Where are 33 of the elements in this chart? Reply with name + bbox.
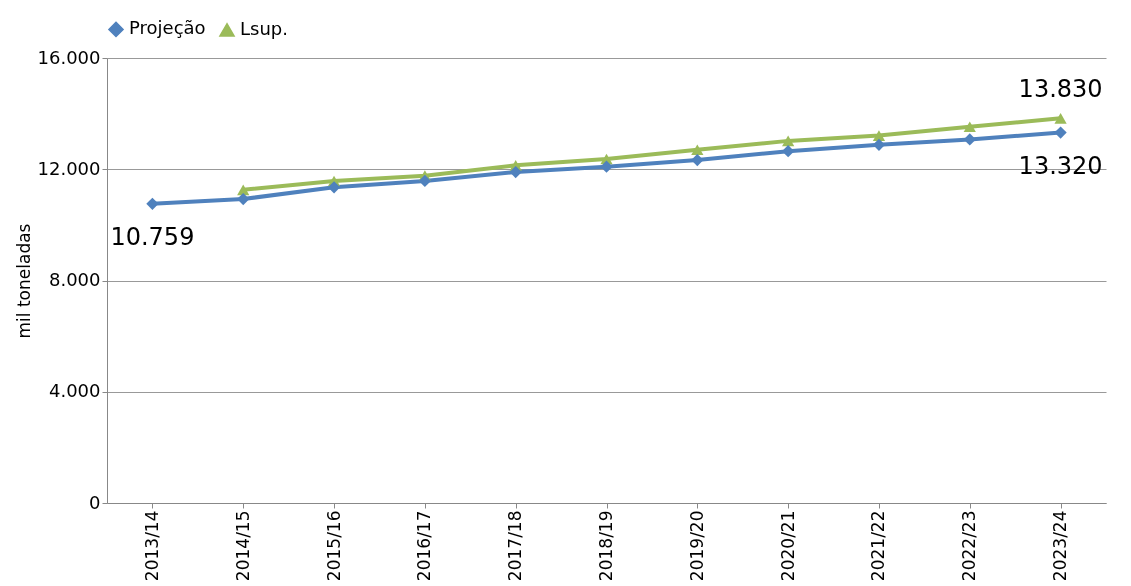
- x-tick-label: 2017/18: [505, 510, 526, 582]
- y-tick-label: 16.000: [37, 46, 101, 68]
- point: [509, 165, 522, 179]
- x-tick-label: 2014/15: [232, 510, 253, 582]
- x-tick-label: 2022/23: [959, 510, 980, 582]
- legend-label: Lsup.: [240, 17, 288, 39]
- point: [237, 184, 250, 196]
- point: [237, 192, 250, 206]
- y-tick-label: 8.000: [48, 269, 101, 290]
- y-tick-label: 4.000: [48, 380, 101, 402]
- y-tick-label: 12.000: [37, 157, 101, 179]
- x-tick-label: 2013/14: [141, 510, 162, 582]
- x-tick-label: 2023/24: [1050, 510, 1071, 582]
- data-label: 10.759: [110, 222, 195, 251]
- data-label: 13.320: [1018, 151, 1103, 180]
- point: [1054, 113, 1067, 124]
- x-tick-label: 2020/21: [777, 510, 798, 582]
- data-label: 13.830: [1018, 75, 1103, 104]
- x-tick-label: 2015/16: [323, 510, 344, 582]
- point: [691, 144, 704, 156]
- point: [963, 121, 976, 132]
- point: [691, 153, 704, 167]
- x-tick-label: 2019/20: [686, 510, 707, 582]
- y-axis-title: mil toneladas: [13, 223, 34, 339]
- x-tick-label: 2016/17: [414, 510, 435, 582]
- y-tick-label: 0: [89, 491, 101, 513]
- x-tick-label: 2018/19: [596, 510, 616, 582]
- point: [418, 174, 431, 188]
- point: [782, 135, 795, 147]
- legend-label: Projeção: [129, 17, 206, 39]
- point: [327, 181, 341, 194]
- point: [872, 138, 886, 151]
- x-tick-label: 2021/22: [868, 510, 889, 582]
